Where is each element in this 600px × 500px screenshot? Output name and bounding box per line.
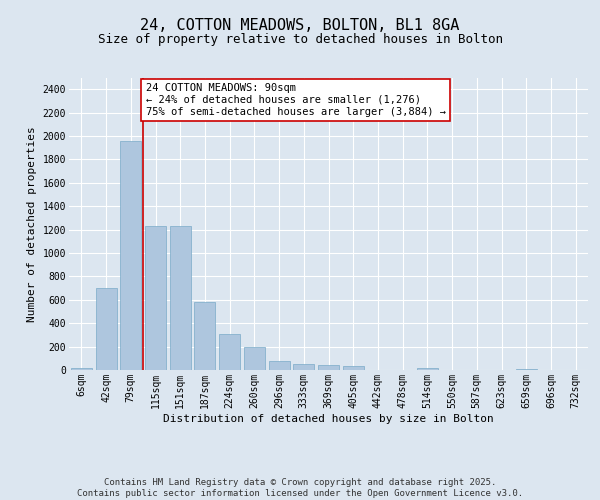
Bar [343, 366, 364, 370]
Text: 24 COTTON MEADOWS: 90sqm
← 24% of detached houses are smaller (1,276)
75% of sem: 24 COTTON MEADOWS: 90sqm ← 24% of detach… [146, 84, 446, 116]
Bar [244, 346, 265, 370]
Bar [318, 365, 339, 370]
Text: Contains HM Land Registry data © Crown copyright and database right 2025.
Contai: Contains HM Land Registry data © Crown c… [77, 478, 523, 498]
Bar [71, 368, 92, 370]
Bar [170, 226, 191, 370]
Bar [95, 288, 116, 370]
Bar [293, 364, 314, 370]
Bar [194, 302, 215, 370]
X-axis label: Distribution of detached houses by size in Bolton: Distribution of detached houses by size … [163, 414, 494, 424]
Text: Size of property relative to detached houses in Bolton: Size of property relative to detached ho… [97, 32, 503, 46]
Bar [145, 226, 166, 370]
Y-axis label: Number of detached properties: Number of detached properties [27, 126, 37, 322]
Bar [417, 368, 438, 370]
Bar [219, 334, 240, 370]
Bar [269, 360, 290, 370]
Text: 24, COTTON MEADOWS, BOLTON, BL1 8GA: 24, COTTON MEADOWS, BOLTON, BL1 8GA [140, 18, 460, 32]
Bar [120, 140, 141, 370]
